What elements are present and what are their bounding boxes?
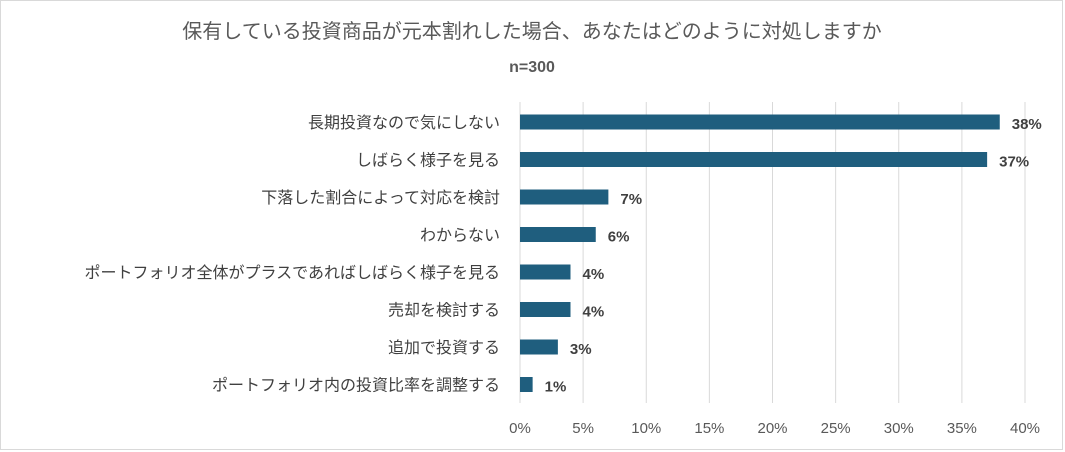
category-label: 売却を検討する [388,301,500,320]
x-tick-label: 20% [757,420,787,437]
data-label: 7% [620,191,642,208]
x-tick-label: 40% [1010,420,1040,437]
bar [520,377,533,392]
data-label: 4% [583,266,605,283]
category-label: しばらく様子を見る [356,151,500,170]
chart-title: 保有している投資商品が元本割れした場合、あなたはどのように対処しますか [182,19,881,43]
bar [520,302,571,317]
bar [520,189,609,205]
bar [520,264,571,280]
x-tick-label: 10% [631,420,661,437]
category-label: ポートフォリオ全体がプラスであればしばらく様子を見る [84,263,500,282]
bar [520,227,596,242]
data-label: 37% [999,154,1029,171]
x-tick-label: 35% [947,420,977,437]
data-label: 3% [570,341,592,358]
data-label: 4% [583,304,605,321]
category-label: わからない [420,226,500,245]
chart-subtitle: n=300 [509,59,555,76]
bar [520,152,988,167]
x-tick-label: 15% [694,420,724,437]
bar [520,339,558,355]
x-tick-label: 0% [509,420,531,437]
data-label: 38% [1012,116,1042,133]
x-tick-label: 5% [572,420,594,437]
data-label: 6% [608,229,630,246]
category-label: ポートフォリオ内の投資比率を調整する [212,376,500,395]
bar [520,114,1000,130]
category-label: 長期投資なので気にしない [308,113,500,132]
data-label: 1% [545,379,567,396]
x-tick-label: 25% [821,420,851,437]
category-label: 追加で投資する [388,338,500,357]
x-tick-label: 30% [884,420,914,437]
category-label: 下落した割合によって対応を検討 [261,188,500,207]
